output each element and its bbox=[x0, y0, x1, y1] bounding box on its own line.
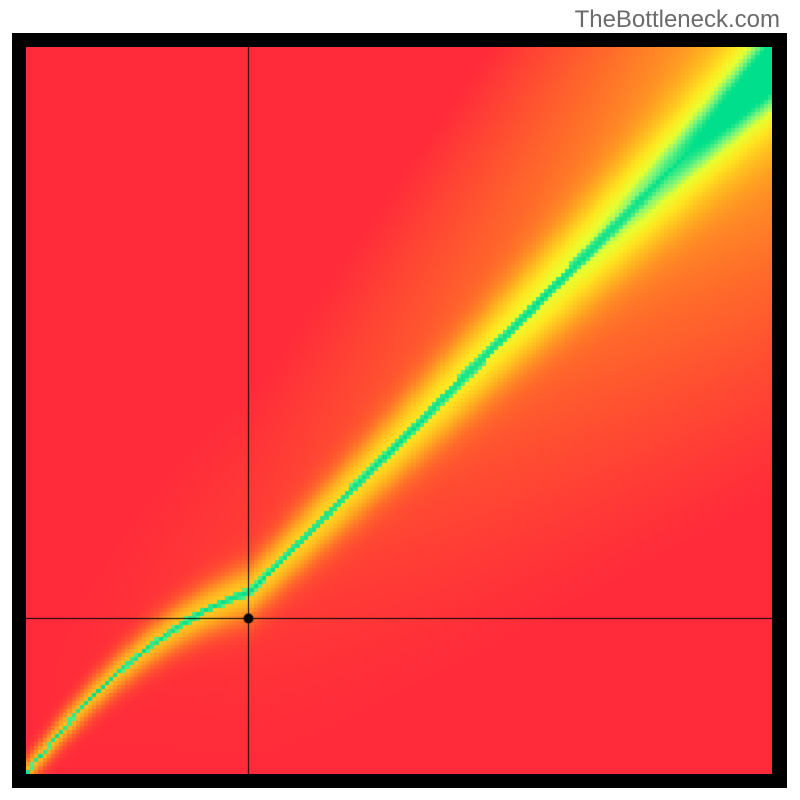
chart-container: TheBottleneck.com bbox=[0, 0, 800, 800]
watermark-text: TheBottleneck.com bbox=[575, 6, 780, 34]
plot-frame bbox=[12, 33, 787, 788]
heatmap-canvas bbox=[26, 47, 772, 774]
